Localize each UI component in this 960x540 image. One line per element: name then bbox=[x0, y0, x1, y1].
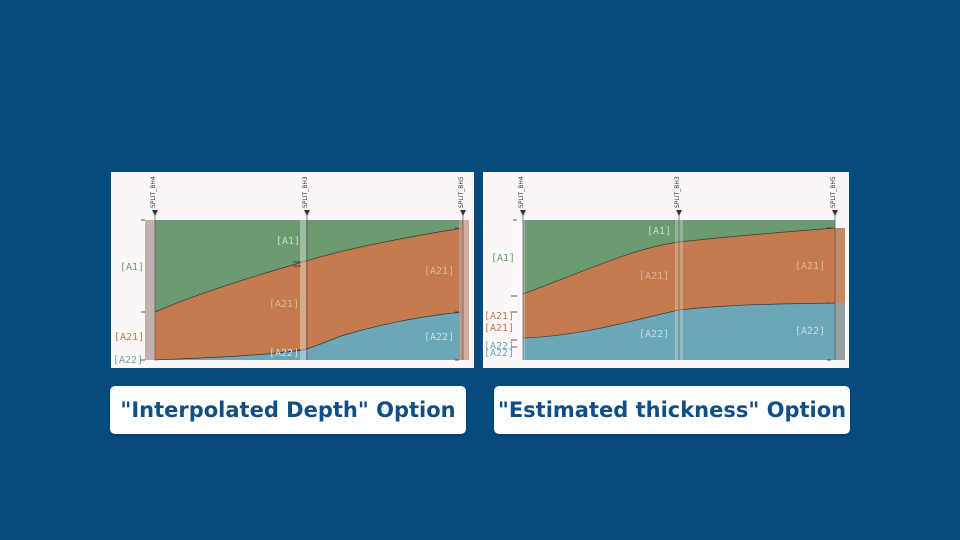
tick-marks bbox=[141, 219, 459, 361]
tick-marks bbox=[511, 219, 831, 361]
layer-a22 bbox=[523, 303, 845, 360]
borehole-name-bh4: SPLIT_BH4 bbox=[150, 176, 157, 208]
borehole-name-bh4: SPLIT_BH4 bbox=[518, 176, 525, 208]
borehole-markers bbox=[520, 210, 838, 216]
label-bh5-a22: [A22] bbox=[424, 332, 454, 343]
interpolated-depth-caption: "Interpolated Depth" Option bbox=[110, 386, 466, 434]
label-bh4-a1: [A1] bbox=[491, 253, 515, 264]
label-bh4-a22-top: [A22] bbox=[484, 341, 514, 352]
label-bh3-a22: [A22] bbox=[269, 348, 299, 359]
estimated-thickness-caption: "Estimated thickness" Option bbox=[494, 386, 850, 434]
borehole-column-bh3 bbox=[300, 220, 306, 360]
borehole-name-bh5: SPLIT_BH5 bbox=[458, 176, 465, 208]
interpolated-depth-section: SPLIT_BH4 SPLIT_BH3 SPLIT_BH5 [A1] [A21]… bbox=[111, 172, 474, 368]
borehole-column-bh5 bbox=[835, 228, 845, 360]
layer-a21 bbox=[523, 228, 845, 338]
layer-a22 bbox=[155, 312, 463, 360]
boundary-a21-a22 bbox=[154, 311, 464, 361]
label-bh3-a1: [A1] bbox=[647, 226, 671, 237]
layer-a1 bbox=[523, 220, 835, 294]
label-bh4-a21: [A21] bbox=[114, 332, 144, 343]
borehole-name-bh5: SPLIT_BH5 bbox=[830, 176, 837, 208]
label-bh4-a21-bottom: [A21] bbox=[484, 323, 514, 334]
layer-a21 bbox=[155, 228, 463, 360]
label-bh5-a22: [A22] bbox=[795, 326, 825, 337]
cross-section-diagram: SPLIT_BH4 SPLIT_BH3 SPLIT_BH5 [A1] [A21]… bbox=[484, 176, 845, 361]
label-bh4-a22: [A22] bbox=[113, 355, 143, 366]
label-bh3-a1: [A1] bbox=[276, 236, 300, 247]
label-bh4-a1: [A1] bbox=[120, 262, 144, 273]
label-bh4-a21-top: [A21] bbox=[484, 311, 514, 322]
borehole-column-bh4 bbox=[145, 220, 155, 360]
label-bh3-a21: [A21] bbox=[639, 271, 669, 282]
label-bh3-a22: [A22] bbox=[639, 329, 669, 340]
estimated-thickness-section: SPLIT_BH4 SPLIT_BH3 SPLIT_BH5 [A1] [A21]… bbox=[483, 172, 849, 368]
label-bh4-a22-bottom: [A22] bbox=[484, 348, 514, 359]
borehole-name-bh3: SPLIT_BH3 bbox=[302, 176, 309, 208]
borehole-column-bh5 bbox=[459, 220, 469, 360]
borehole-column-bh4 bbox=[519, 220, 525, 360]
label-bh3-a21: [A21] bbox=[269, 299, 299, 310]
borehole-markers bbox=[152, 210, 466, 216]
layer-a1 bbox=[155, 220, 463, 312]
boundary-a1-a21 bbox=[154, 227, 464, 313]
label-bh5-a21: [A21] bbox=[424, 266, 454, 277]
cross-section-diagram: SPLIT_BH4 SPLIT_BH3 SPLIT_BH5 [A1] [A21]… bbox=[113, 176, 469, 366]
label-bh5-a21: [A21] bbox=[795, 261, 825, 272]
borehole-name-bh3: SPLIT_BH3 bbox=[674, 176, 681, 208]
